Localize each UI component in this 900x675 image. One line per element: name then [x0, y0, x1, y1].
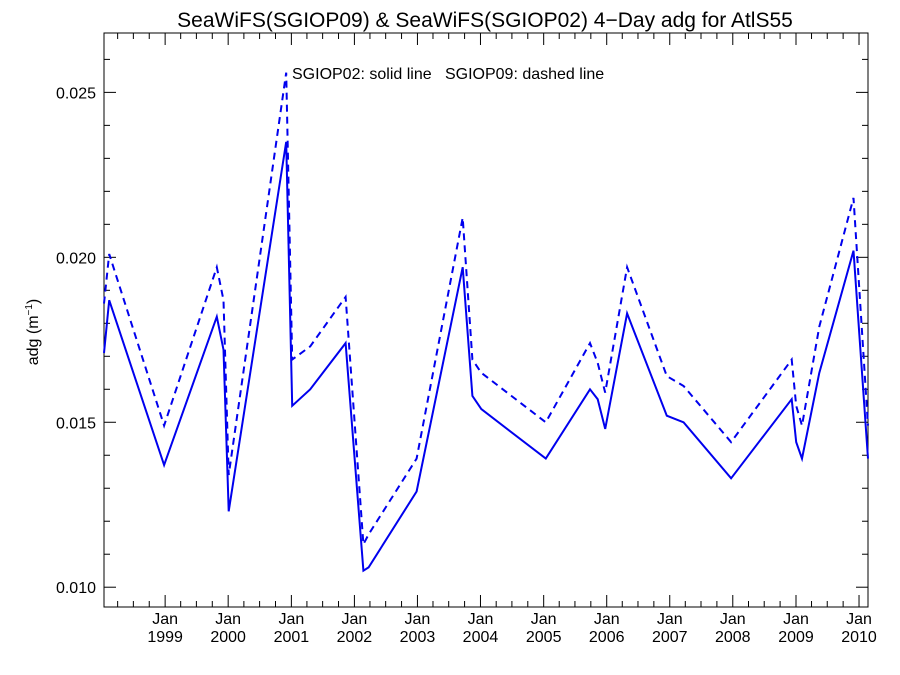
- y-tick-label: 0.010: [56, 580, 96, 597]
- x-tick-year-label: 2003: [400, 629, 436, 646]
- x-tick-year-label: 2005: [526, 629, 562, 646]
- x-tick-month-label: Jan: [278, 611, 304, 628]
- x-tick-month-label: Jan: [468, 611, 494, 628]
- x-tick-year-label: 2004: [463, 629, 499, 646]
- plot-frame: [103, 32, 869, 608]
- line-style-annotation: SGIOP02: solid line SGIOP09: dashed line: [292, 66, 604, 83]
- x-tick-year-label: 2002: [337, 629, 373, 646]
- x-tick-year-label: 2010: [841, 629, 877, 646]
- x-tick-year-label: 2009: [778, 629, 814, 646]
- y-axis-label: adg (m−1): [24, 299, 42, 366]
- data-series: [103, 72, 869, 573]
- x-tick-year-label: 2008: [715, 629, 751, 646]
- x-tick-month-label: Jan: [152, 611, 178, 628]
- series-line-dashed: [103, 72, 869, 548]
- x-tick-month-label: Jan: [657, 611, 683, 628]
- y-axis-label-main: adg (m: [25, 315, 42, 365]
- x-tick-month-label: Jan: [720, 611, 746, 628]
- x-tick-year-label: 1999: [147, 629, 183, 646]
- x-tick-month-label: Jan: [846, 611, 872, 628]
- x-tick-month-label: Jan: [783, 611, 809, 628]
- y-axis-label-exponent: −1: [24, 304, 35, 316]
- x-tick-year-label: 2001: [274, 629, 310, 646]
- x-tick-month-label: Jan: [215, 611, 241, 628]
- x-tick-year-label: 2000: [210, 629, 246, 646]
- x-tick-month-label: Jan: [342, 611, 368, 628]
- x-tick-year-label: 2006: [589, 629, 625, 646]
- axis-ticks: 0.0100.0150.0200.025Jan1999Jan2000Jan200…: [56, 33, 877, 646]
- x-tick-month-label: Jan: [531, 611, 557, 628]
- series-line-solid: [103, 141, 869, 573]
- x-tick-year-label: 2007: [652, 629, 688, 646]
- y-tick-label: 0.025: [56, 85, 96, 102]
- chart-title: SeaWiFS(SGIOP09) & SeaWiFS(SGIOP02) 4−Da…: [177, 9, 793, 32]
- y-axis-label-close: ): [25, 299, 42, 304]
- y-tick-label: 0.015: [56, 415, 96, 432]
- x-tick-month-label: Jan: [405, 611, 431, 628]
- y-tick-label: 0.020: [56, 250, 96, 267]
- x-tick-month-label: Jan: [594, 611, 620, 628]
